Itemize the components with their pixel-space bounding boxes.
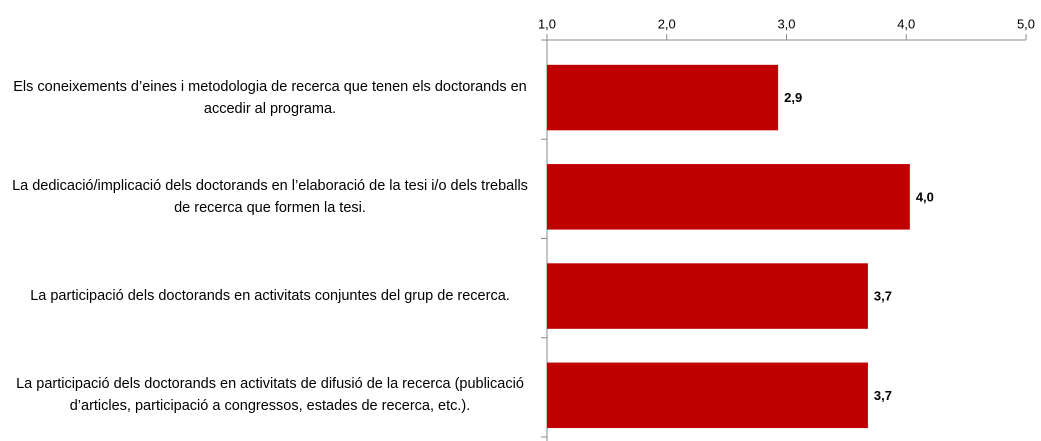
bar (547, 362, 868, 429)
category-label: La participació dels doctorands en activ… (30, 288, 510, 305)
bar (547, 64, 779, 131)
x-tick-label: 5,0 (1017, 16, 1035, 31)
category-label: La participació dels doctorands en activ… (16, 376, 524, 415)
category-label: La dedicació/implicació dels doctorands … (12, 177, 528, 216)
category-label: Els coneixements d’eines i metodologia d… (13, 78, 527, 117)
data-label: 3,7 (874, 289, 892, 304)
data-label: 3,7 (874, 388, 892, 403)
x-tick-label: 2,0 (658, 16, 676, 31)
data-label: 4,0 (916, 189, 934, 204)
x-tick-label: 1,0 (538, 16, 556, 31)
bar (547, 164, 910, 230)
data-label: 2,9 (784, 90, 802, 105)
bar (547, 263, 868, 329)
x-tick-label: 3,0 (777, 16, 795, 31)
x-tick-label: 4,0 (897, 16, 915, 31)
